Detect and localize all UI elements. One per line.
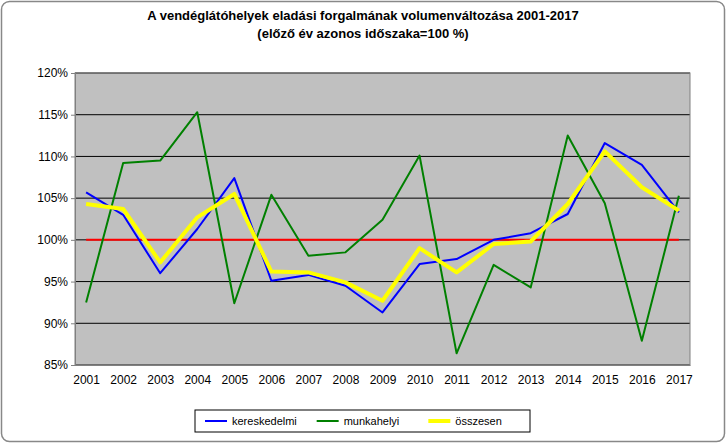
x-tick: 2011 <box>444 365 470 387</box>
y-tick-label: 100% <box>37 233 68 247</box>
y-tick-mark <box>71 365 75 366</box>
x-tick: 2010 <box>407 365 434 387</box>
x-tick: 2008 <box>333 365 360 387</box>
y-tick: 100% <box>37 233 75 247</box>
x-tick: 2001 <box>73 365 100 387</box>
y-tick: 115% <box>38 108 75 122</box>
x-tick-label: 2017 <box>666 373 693 387</box>
x-tick-label: 2013 <box>518 373 545 387</box>
legend-swatch <box>317 420 339 422</box>
baseline <box>86 239 679 241</box>
plot-frame <box>75 73 690 365</box>
x-tick-label: 2001 <box>73 373 100 387</box>
x-tick: 2016 <box>629 365 656 387</box>
y-tick-mark <box>71 73 75 74</box>
x-tick-label: 2016 <box>629 373 656 387</box>
y-tick: 95% <box>44 275 75 289</box>
legend-box <box>195 410 530 432</box>
x-tick: 2002 <box>110 365 137 387</box>
x-tick: 2014 <box>555 365 582 387</box>
grid-line <box>75 114 690 115</box>
legend: kereskedelmi munkahelyi összesen <box>195 410 530 432</box>
x-tick-label: 2014 <box>555 373 582 387</box>
legend-swatch <box>428 419 450 423</box>
x-tick: 2007 <box>296 365 323 387</box>
chart-border <box>2 2 725 442</box>
y-tick-mark <box>71 156 75 157</box>
x-tick: 2005 <box>221 365 248 387</box>
x-tick: 2013 <box>518 365 545 387</box>
x-tick-label: 2012 <box>481 373 508 387</box>
grid-line <box>75 198 690 199</box>
x-tick-label: 2005 <box>221 373 248 387</box>
y-tick-mark <box>71 115 75 116</box>
grid <box>75 73 690 365</box>
x-tick-label: 2002 <box>110 373 137 387</box>
plot-area <box>75 73 690 365</box>
chart: A vendéglátóhelyek eladási forgalmának v… <box>0 0 726 443</box>
x-tick-label: 2004 <box>184 373 211 387</box>
x-tick: 2003 <box>147 365 174 387</box>
x-tick-label: 2003 <box>147 373 174 387</box>
y-tick-label: 110% <box>38 150 68 164</box>
grid-line <box>75 281 690 282</box>
y-tick-label: 105% <box>37 191 68 205</box>
x-tick-label: 2007 <box>296 373 323 387</box>
x-tick-label: 2009 <box>370 373 397 387</box>
y-tick-label: 90% <box>44 317 68 331</box>
x-tick-label: 2015 <box>592 373 619 387</box>
y-tick: 85% <box>44 358 75 372</box>
x-tick-label: 2008 <box>333 373 360 387</box>
y-tick-label: 115% <box>38 108 68 122</box>
x-tick-label: 2006 <box>259 373 286 387</box>
y-tick-mark <box>71 240 75 241</box>
legend-swatch <box>205 420 227 422</box>
series-line <box>86 112 679 353</box>
x-tick-label: 2010 <box>407 373 434 387</box>
x-tick-label: 2011 <box>444 373 470 387</box>
series-line <box>86 143 679 312</box>
x-axis: 2001 2002 2003 2004 2005 2006 2007 2008 2009 2010… <box>73 365 693 387</box>
x-tick: 2015 <box>592 365 619 387</box>
grid-line <box>75 323 690 324</box>
y-tick: 120% <box>37 66 75 80</box>
x-tick: 2006 <box>259 365 286 387</box>
y-tick-label: 85% <box>44 358 68 372</box>
x-tick: 2009 <box>370 365 397 387</box>
marks <box>86 112 679 353</box>
x-tick: 2012 <box>481 365 508 387</box>
y-tick: 90% <box>44 317 75 331</box>
legend-label: kereskedelmi <box>232 415 297 427</box>
y-tick: 110% <box>38 150 75 164</box>
series-line <box>86 151 679 300</box>
subtitle: (előző év azonos időszaka=100 %) <box>257 26 468 41</box>
y-tick-mark <box>71 282 75 283</box>
x-tick: 2017 <box>666 365 693 387</box>
grid-line <box>75 239 690 240</box>
legend-label: munkahelyi <box>344 415 400 427</box>
y-axis: 85% 90% 95% 100% 105% 110% 115% 120% <box>37 66 75 372</box>
y-tick-label: 120% <box>37 66 68 80</box>
x-tick: 2004 <box>184 365 211 387</box>
y-tick-mark <box>71 323 75 324</box>
y-tick-label: 95% <box>44 275 68 289</box>
y-tick: 105% <box>37 191 75 205</box>
y-tick-mark <box>71 198 75 199</box>
title: A vendéglátóhelyek eladási forgalmának v… <box>147 8 579 23</box>
legend-label: összesen <box>455 415 501 427</box>
